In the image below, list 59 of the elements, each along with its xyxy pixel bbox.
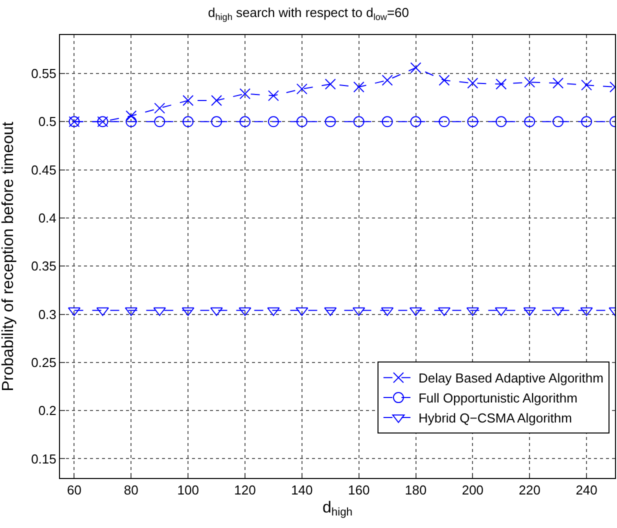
x-tick-label: 200 <box>462 482 484 498</box>
point <box>382 116 393 128</box>
x-tick-label: 160 <box>348 482 370 498</box>
x-tick-label: 140 <box>291 482 313 498</box>
legend-label: Delay Based Adaptive Algorithm <box>418 370 604 386</box>
x-tick-label: 220 <box>518 482 540 498</box>
point <box>382 74 393 86</box>
x-tick-label: 180 <box>404 482 427 498</box>
point <box>410 116 422 128</box>
x-tick-label: 80 <box>124 482 138 498</box>
y-axis-title: Probability of reception before timeout <box>0 121 17 392</box>
point <box>126 116 137 128</box>
point <box>552 78 564 89</box>
point <box>182 94 194 106</box>
point <box>496 116 507 128</box>
x-tick-label: 100 <box>177 482 199 498</box>
chart-title: d$_{high}$ search with respect to d$_{low}$=60 <box>208 5 410 22</box>
point <box>496 78 507 90</box>
y-tick-label: 0.55 <box>31 66 56 82</box>
x-tick-label: 240 <box>576 482 598 498</box>
point <box>126 110 137 122</box>
point <box>467 78 478 89</box>
point <box>268 116 279 128</box>
point <box>240 88 250 100</box>
point <box>438 74 450 86</box>
point <box>581 80 592 91</box>
y-tick-label: 0.35 <box>31 258 56 274</box>
point <box>296 116 308 128</box>
y-tick-label: 0.25 <box>31 354 56 370</box>
point <box>268 90 279 102</box>
point <box>552 116 564 128</box>
point <box>410 62 422 74</box>
y-tick-label: 0.4 <box>38 210 56 226</box>
point <box>154 102 166 114</box>
legend-label: Full Opportunistic Algorithm <box>418 390 578 406</box>
point <box>581 116 592 128</box>
y-tick-label: 0.15 <box>31 451 56 466</box>
y-tick-label: 0.5 <box>38 114 56 130</box>
point <box>324 116 336 128</box>
point <box>353 82 364 92</box>
point <box>353 116 364 128</box>
point <box>467 116 478 128</box>
point <box>182 116 194 128</box>
x-tick-label: 120 <box>234 482 256 498</box>
y-tick-label: 0.45 <box>31 162 56 178</box>
point <box>240 116 250 128</box>
y-tick-label: 0.3 <box>38 306 56 322</box>
point <box>524 76 536 88</box>
point <box>524 116 536 128</box>
point <box>211 94 222 106</box>
x-tick-label: 60 <box>66 482 82 498</box>
point <box>324 78 336 90</box>
point <box>296 83 308 94</box>
legend-label: Hybrid Q−CSMA Algorithm <box>418 410 572 426</box>
y-tick-label: 0.2 <box>38 403 56 418</box>
x-axis-title: d$_{high}$ <box>322 499 353 519</box>
point <box>211 116 222 128</box>
point <box>438 116 450 128</box>
point <box>154 116 166 128</box>
